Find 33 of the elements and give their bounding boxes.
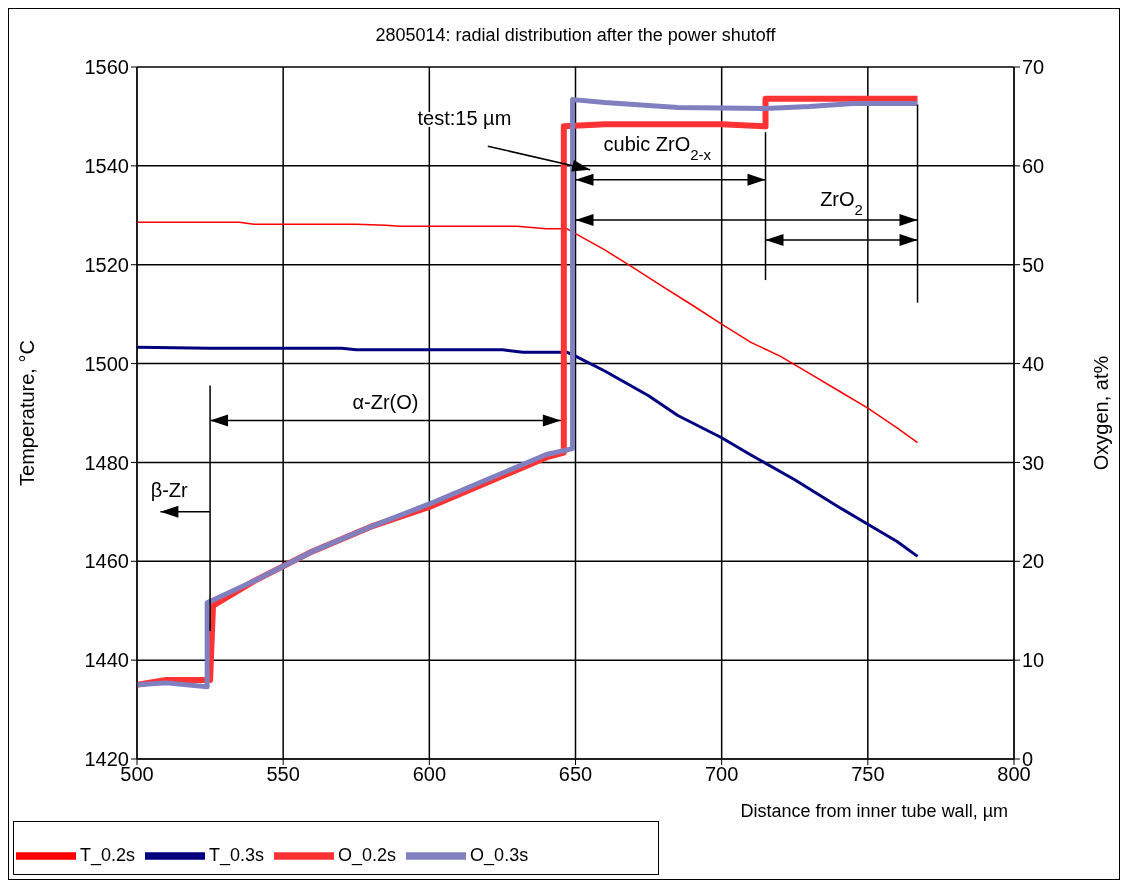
x-tick-label: 750 xyxy=(851,763,885,786)
y-tick-label: 1440 xyxy=(84,649,129,672)
annotation: ZrO$_{2}$ xyxy=(820,188,863,218)
x-tick-label: 650 xyxy=(558,763,593,786)
y2-tick-label: 50 xyxy=(1022,253,1045,276)
y2-tick-label: 60 xyxy=(1022,154,1045,177)
line-series xyxy=(137,221,919,444)
legend-label: T_0.2s xyxy=(80,844,136,865)
y-axis-title: Temperature, °C xyxy=(16,340,39,486)
y-tick-label: 1460 xyxy=(84,550,129,573)
y2-tick-label: 40 xyxy=(1022,352,1045,375)
y2-axis-title: Oxygen, at% xyxy=(1090,355,1113,471)
y-tick-label: 1480 xyxy=(84,451,129,474)
y2-tick-label: 70 xyxy=(1022,56,1045,79)
annotation: cubic ZrO$_{2-x}$ xyxy=(603,132,712,163)
y-tick-label: 1500 xyxy=(84,352,129,375)
annotation: α-Zr(O) xyxy=(352,390,419,413)
x-tick-label: 700 xyxy=(704,763,739,786)
y-tick-label: 1560 xyxy=(84,56,129,79)
x-tick-label: 600 xyxy=(412,763,447,786)
y2-tick-label: 20 xyxy=(1022,550,1045,573)
legend-label: O_0.2s xyxy=(338,844,397,865)
annotation: β-Zr xyxy=(150,479,189,502)
legend-label: T_0.3s xyxy=(209,844,265,865)
y-tick-label: 1520 xyxy=(84,253,129,276)
y2-tick-label: 30 xyxy=(1022,451,1045,474)
x-tick-label: 550 xyxy=(266,763,300,786)
line-series xyxy=(137,345,920,558)
y2-tick-label: 10 xyxy=(1022,649,1045,672)
x-axis-title: Distance from inner tube wall, µm xyxy=(740,801,1008,821)
y-tick-label: 1540 xyxy=(84,154,129,177)
legend-label: O_0.3s xyxy=(470,844,529,865)
chart-title: 2805014: radial distribution after the power shutoff xyxy=(375,25,777,45)
